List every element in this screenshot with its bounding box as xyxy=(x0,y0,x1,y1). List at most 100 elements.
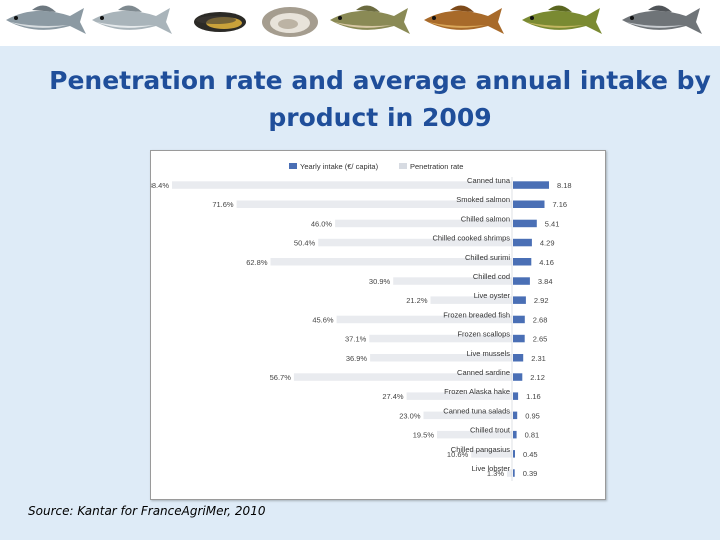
category-label: Frozen breaded fish xyxy=(443,310,510,319)
intake-label: 4.16 xyxy=(539,258,554,267)
category-label: Canned sardine xyxy=(457,368,510,377)
intake-label: 5.41 xyxy=(545,219,560,228)
oyster-icon xyxy=(262,7,318,37)
carp-icon xyxy=(424,5,504,34)
legend: Yearly intake (€/ capita) Penetration rat… xyxy=(289,162,463,171)
fish-banner xyxy=(0,0,720,46)
intake-label: 3.84 xyxy=(538,277,553,286)
chart-frame: Yearly intake (€/ capita) Penetration rat… xyxy=(150,150,606,500)
intake-label: 8.18 xyxy=(557,181,572,190)
penetration-label: 62.8% xyxy=(246,258,268,267)
category-label: Chilled trout xyxy=(470,426,511,435)
penetration-bar xyxy=(335,219,512,228)
intake-bar xyxy=(513,392,519,400)
source-note: Source: Kantar for FranceAgriMer, 2010 xyxy=(28,504,266,518)
intake-bar xyxy=(513,430,517,439)
penetration-bar xyxy=(236,200,512,208)
category-label: Canned tuna salads xyxy=(443,406,510,415)
penetration-label: 1.3% xyxy=(487,469,504,478)
intake-label: 2.12 xyxy=(530,373,545,382)
intake-bar xyxy=(513,450,515,458)
penetration-label: 71.6% xyxy=(212,200,234,209)
penetration-bar xyxy=(437,430,512,439)
penetration-bar xyxy=(318,238,512,247)
intake-bar xyxy=(513,258,532,266)
category-label: Frozen Alaska hake xyxy=(444,387,510,396)
intake-label: 2.31 xyxy=(531,354,546,363)
intake-label: 1.16 xyxy=(526,392,541,401)
intake-label: 7.16 xyxy=(553,200,568,209)
penetration-label: 19.5% xyxy=(413,431,435,440)
penetration-label: 23.0% xyxy=(399,411,421,420)
intake-label: 0.81 xyxy=(525,431,540,440)
bream-icon xyxy=(6,5,86,34)
penetration-bar xyxy=(393,277,512,285)
penetration-bar xyxy=(507,469,512,477)
intake-bar xyxy=(513,411,518,420)
intake-bar xyxy=(513,373,523,381)
penetration-label: 36.9% xyxy=(346,354,368,363)
intake-bar xyxy=(513,354,524,362)
category-label: Chilled salmon xyxy=(461,214,510,223)
intake-bar xyxy=(513,200,545,208)
intake-label: 4.29 xyxy=(540,239,555,248)
category-label: Chilled cod xyxy=(473,272,510,281)
title-line-2: product in 2009 xyxy=(268,103,492,132)
penetration-bar xyxy=(270,258,512,266)
mussel-icon xyxy=(194,12,246,32)
category-label: Live mussels xyxy=(467,349,511,358)
seabass-grey-icon xyxy=(622,5,702,34)
penetration-bar xyxy=(430,296,512,304)
sea-bass-icon xyxy=(92,5,172,34)
penetration-bar xyxy=(172,181,512,189)
intake-label: 0.95 xyxy=(525,411,540,420)
intake-bar xyxy=(513,219,537,228)
intake-label: 2.65 xyxy=(533,335,548,344)
penetration-bar xyxy=(423,411,512,420)
intake-bar xyxy=(513,181,549,189)
penetration-label: 46.0% xyxy=(311,219,333,228)
penetration-bar xyxy=(370,354,512,362)
legend-swatch-yearly-intake xyxy=(289,163,297,169)
penetration-label: 88.4% xyxy=(151,181,169,190)
page-title: Penetration rate and average annual inta… xyxy=(40,62,720,136)
intake-bar xyxy=(513,469,515,477)
penetration-label: 45.6% xyxy=(312,315,334,324)
penetration-label: 10.6% xyxy=(447,450,469,459)
category-label: Chilled surimi xyxy=(465,253,510,262)
penetration-label: 27.4% xyxy=(382,392,404,401)
penetration-label: 56.7% xyxy=(270,373,292,382)
penetration-bar xyxy=(293,373,512,381)
penetration-intake-chart: Yearly intake (€/ capita) Penetration rat… xyxy=(151,162,572,481)
category-label: Live lobster xyxy=(472,464,511,473)
intake-bar xyxy=(513,334,525,343)
legend-swatch-penetration-rate xyxy=(399,163,407,169)
penetration-bar xyxy=(471,450,512,458)
penetration-bar xyxy=(336,315,512,324)
penetration-bar xyxy=(369,334,512,343)
intake-bar xyxy=(513,238,532,247)
trout-icon xyxy=(330,5,410,34)
category-label: Live oyster xyxy=(474,291,511,300)
intake-label: 0.45 xyxy=(523,450,538,459)
intake-label: 2.68 xyxy=(533,315,548,324)
category-label: Chilled pangasius xyxy=(451,445,510,454)
penetration-label: 21.2% xyxy=(406,296,428,305)
category-label: Canned tuna xyxy=(467,176,511,185)
penetration-bar xyxy=(406,392,512,400)
category-label: Frozen scallops xyxy=(457,330,510,339)
tench-icon xyxy=(522,5,602,34)
intake-bar xyxy=(513,315,525,324)
legend-label-penetration-rate: Penetration rate xyxy=(410,162,463,171)
intake-bar xyxy=(513,296,526,304)
category-label: Smoked salmon xyxy=(456,195,510,204)
penetration-label: 37.1% xyxy=(345,335,367,344)
intake-label: 0.39 xyxy=(523,469,538,478)
title-line-1: Penetration rate and average annual inta… xyxy=(49,66,711,95)
intake-label: 2.92 xyxy=(534,296,549,305)
intake-bar xyxy=(513,277,530,285)
penetration-label: 30.9% xyxy=(369,277,391,286)
legend-label-yearly-intake: Yearly intake (€/ capita) xyxy=(300,162,379,171)
penetration-label: 50.4% xyxy=(294,239,316,248)
category-label: Chilled cooked shrimps xyxy=(432,234,510,243)
